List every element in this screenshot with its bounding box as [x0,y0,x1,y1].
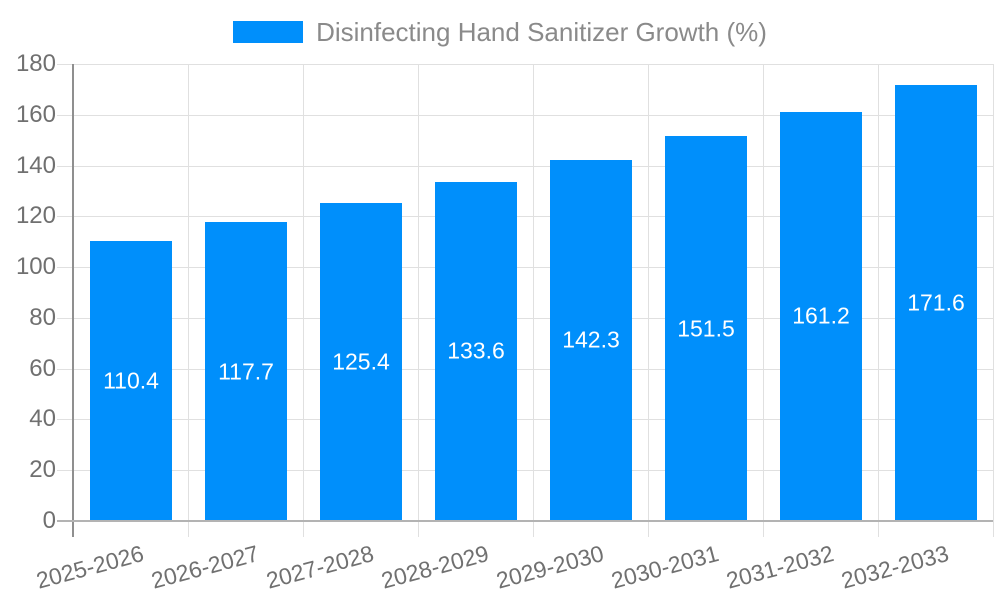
x-axis-tick-label: 2031-2032 [723,540,837,594]
vertical-gridline [648,64,649,537]
horizontal-gridline [57,318,993,319]
horizontal-gridline [57,115,993,116]
x-axis-tick-label: 2029-2030 [493,540,607,594]
vertical-gridline [188,64,189,537]
x-axis-tick-label: 2028-2029 [378,540,492,594]
x-axis-line [57,520,993,522]
horizontal-gridline [57,64,993,65]
x-axis-tick-label: 2032-2033 [838,540,952,594]
y-axis-line [72,64,74,537]
horizontal-gridline [57,166,993,167]
plot-area: 110.4 117.7 125.4 133.6 142.3 151.5 161.2 171.6 [57,64,994,537]
bar[interactable]: 110.4 [90,240,172,521]
y-axis-tick-label: 180 [15,50,56,77]
y-axis-tick-label: 0 [42,507,56,534]
bar[interactable]: 142.3 [550,159,632,521]
horizontal-gridline [57,369,993,370]
vertical-gridline [878,64,879,537]
horizontal-gridline [57,216,993,217]
bar[interactable]: 171.6 [895,85,977,521]
vertical-gridline [418,64,419,537]
horizontal-gridline [57,267,993,268]
x-axis-tick-label: 2026-2027 [148,540,262,594]
x-axis-tick-label: 2030-2031 [608,540,722,594]
y-axis-tick-label: 40 [29,405,56,432]
legend-color-marker [233,21,304,43]
y-axis-tick-label: 20 [29,456,56,483]
bar-value-label: 142.3 [562,326,620,353]
y-axis-tick-label: 140 [15,152,56,179]
bar[interactable]: 133.6 [435,181,517,521]
legend-item[interactable]: Disinfecting Hand Sanitizer Growth (%) [0,17,1000,47]
horizontal-gridline [57,419,993,420]
bar-value-label: 161.2 [792,302,850,329]
y-axis-tick-label: 100 [15,253,56,280]
bar-value-label: 151.5 [677,315,735,342]
bar[interactable]: 125.4 [320,202,402,521]
bar-value-label: 110.4 [103,367,159,394]
y-axis-tick-label: 160 [15,101,56,128]
bar[interactable]: 161.2 [780,111,862,521]
bar-value-label: 125.4 [332,348,390,375]
vertical-gridline [533,64,534,537]
y-axis-tick-label: 80 [29,304,56,331]
vertical-gridline [303,64,304,537]
bar[interactable]: 117.7 [205,222,287,521]
bar-value-label: 171.6 [907,289,965,316]
vertical-gridline [993,64,994,537]
horizontal-gridline [57,470,993,471]
y-axis-tick-label: 120 [15,202,56,229]
y-axis-tick-label: 60 [29,355,56,382]
bar-value-label: 133.6 [447,337,505,364]
legend-label: Disinfecting Hand Sanitizer Growth (%) [316,16,767,47]
bar-value-label: 117.7 [218,358,274,385]
x-axis-tick-label: 2025-2026 [33,540,147,594]
x-axis-tick-label: 2027-2028 [263,540,377,594]
bar[interactable]: 151.5 [665,136,747,521]
vertical-gridline [763,64,764,537]
